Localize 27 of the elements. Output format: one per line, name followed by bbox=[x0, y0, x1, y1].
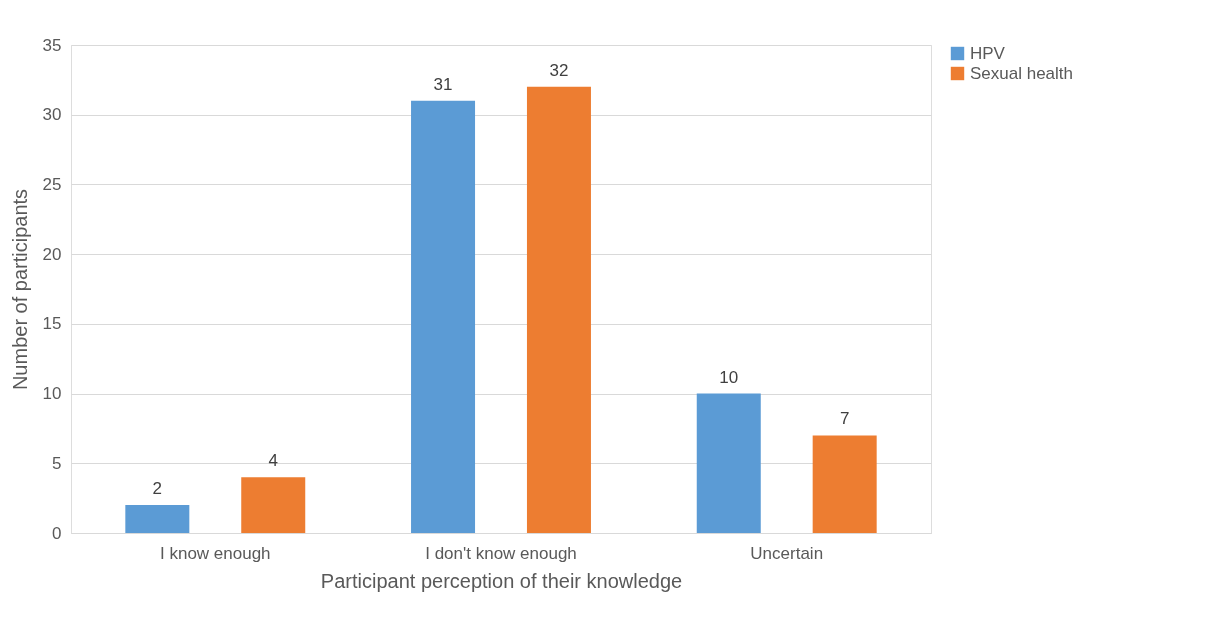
legend-label: HPV bbox=[970, 43, 1006, 63]
bar bbox=[812, 435, 877, 533]
y-tick-label: 35 bbox=[42, 35, 62, 55]
y-tick-label: 30 bbox=[42, 105, 62, 125]
bar bbox=[696, 393, 761, 533]
y-tick-label: 15 bbox=[42, 314, 62, 334]
data-label: 31 bbox=[433, 74, 453, 94]
bar bbox=[411, 100, 476, 533]
data-label: 10 bbox=[719, 367, 739, 387]
data-label: 7 bbox=[839, 409, 850, 429]
y-tick-label: 25 bbox=[42, 174, 62, 194]
data-label: 32 bbox=[549, 60, 569, 80]
data-label: 4 bbox=[268, 451, 278, 471]
x-tick-label: Uncertain bbox=[750, 543, 824, 563]
legend-label: Sexual health bbox=[970, 63, 1074, 83]
y-tick-label: 10 bbox=[42, 384, 62, 404]
x-tick-label: I don't know enough bbox=[425, 543, 577, 563]
bar bbox=[241, 477, 306, 533]
y-tick-label: 0 bbox=[52, 523, 62, 543]
x-tick-label: I know enough bbox=[159, 543, 271, 563]
data-label: 2 bbox=[152, 479, 163, 499]
bar bbox=[526, 86, 591, 533]
bar bbox=[125, 505, 190, 533]
y-axis-title: Number of participants bbox=[8, 188, 31, 391]
x-axis-title: Participant perception of their knowledge bbox=[320, 569, 683, 592]
y-tick-label: 20 bbox=[42, 244, 62, 264]
y-tick-label: 5 bbox=[52, 453, 62, 473]
